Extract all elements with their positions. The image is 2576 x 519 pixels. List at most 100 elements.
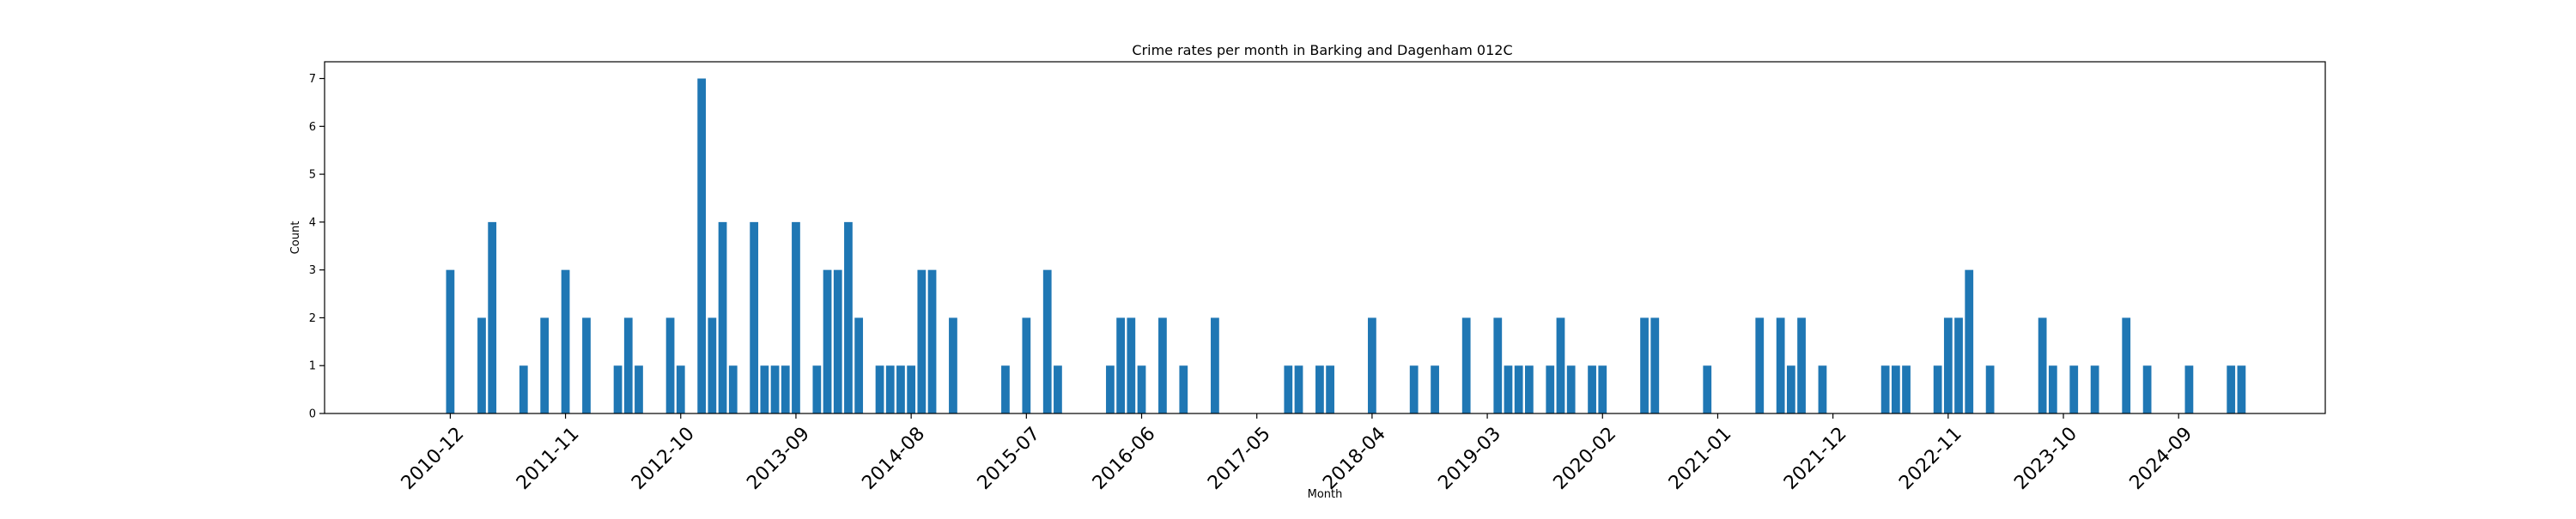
bar: [1640, 317, 1649, 413]
bar: [488, 221, 497, 413]
bar: [1880, 365, 1890, 413]
bar: [1294, 365, 1303, 413]
bar: [781, 365, 790, 413]
bar: [665, 317, 675, 413]
bar: [1461, 317, 1471, 413]
bar: [2142, 365, 2152, 413]
bar: [1127, 317, 1136, 413]
bar: [1106, 365, 1115, 413]
bar: [844, 221, 853, 413]
bar: [1703, 365, 1712, 413]
bar: [1514, 365, 1523, 413]
y-tick-label: 1: [309, 360, 316, 373]
bar: [446, 269, 455, 413]
bar: [896, 365, 905, 413]
bar: [1650, 317, 1660, 413]
bar: [1566, 365, 1576, 413]
bar: [540, 317, 550, 413]
bar: [1368, 317, 1376, 413]
bar: [1054, 365, 1062, 413]
bar: [833, 269, 842, 413]
bar: [823, 269, 832, 413]
bar: [1493, 317, 1503, 413]
y-tick-label: 7: [309, 73, 316, 86]
bar: [1158, 317, 1167, 413]
bar: [770, 365, 780, 413]
bar: [1786, 365, 1795, 413]
bar: [519, 365, 528, 413]
bar: [792, 221, 800, 413]
bar: [2122, 317, 2131, 413]
bar: [697, 78, 707, 414]
bar: [1211, 317, 1219, 413]
y-tick-label: 4: [309, 216, 316, 229]
x-axis-label: Month: [1308, 488, 1343, 501]
bar: [477, 317, 486, 413]
bar: [623, 317, 633, 413]
bar: [812, 365, 822, 413]
bar: [875, 365, 884, 413]
bar: [1755, 317, 1765, 413]
bar: [718, 221, 727, 413]
y-tick-label: 5: [309, 169, 316, 182]
bar: [1431, 365, 1439, 413]
bar: [2227, 365, 2236, 413]
bar: [2069, 365, 2079, 413]
bar: [1284, 365, 1293, 413]
bar: [1902, 365, 1911, 413]
bar: [2237, 365, 2246, 413]
bar: [676, 365, 685, 413]
bar: [1891, 365, 1900, 413]
bar: [1022, 317, 1031, 413]
bar: [561, 269, 570, 413]
bars-group: [446, 78, 2246, 414]
bar: [750, 221, 759, 413]
chart-title: Crime rates per month in Barking and Dag…: [1132, 42, 1512, 58]
bar: [2184, 365, 2194, 413]
bar: [1556, 317, 1565, 413]
bar: [760, 365, 769, 413]
plot-frame: [324, 61, 2326, 414]
y-tick-label: 2: [309, 312, 316, 325]
bar: [854, 317, 864, 413]
bar: [728, 365, 738, 413]
bar: [1954, 317, 1963, 413]
bar: [1326, 365, 1334, 413]
bar: [2038, 317, 2047, 413]
bar: [1042, 269, 1052, 413]
bar: [1001, 365, 1010, 413]
bar: [1179, 365, 1188, 413]
bar: [1965, 269, 1974, 413]
y-tick-label: 0: [309, 408, 316, 421]
bar: [1137, 365, 1146, 413]
bar: [635, 365, 643, 413]
bar: [1504, 365, 1513, 413]
bar: [1776, 317, 1785, 413]
bar: [1588, 365, 1596, 413]
bar: [708, 317, 717, 413]
bar: [1943, 317, 1953, 413]
bar: [1985, 365, 1995, 413]
bar: [1546, 365, 1555, 413]
bar: [1598, 365, 1607, 413]
y-tick-label: 6: [309, 121, 316, 134]
bar: [2090, 365, 2099, 413]
bar: [582, 317, 591, 413]
bar: [613, 365, 623, 413]
bar: [885, 365, 895, 413]
y-axis: 0 1 2 3 4 5 6 7: [309, 73, 325, 421]
bar: [949, 317, 957, 413]
bar: [927, 269, 937, 413]
bar: [2048, 365, 2057, 413]
bar: [1525, 365, 1534, 413]
y-axis-label: Count: [289, 221, 302, 255]
bar: [1797, 317, 1806, 413]
bar: [1116, 317, 1125, 413]
bar: [917, 269, 927, 413]
bar: [907, 365, 916, 413]
bar: [1409, 365, 1419, 413]
bar: [1933, 365, 1942, 413]
